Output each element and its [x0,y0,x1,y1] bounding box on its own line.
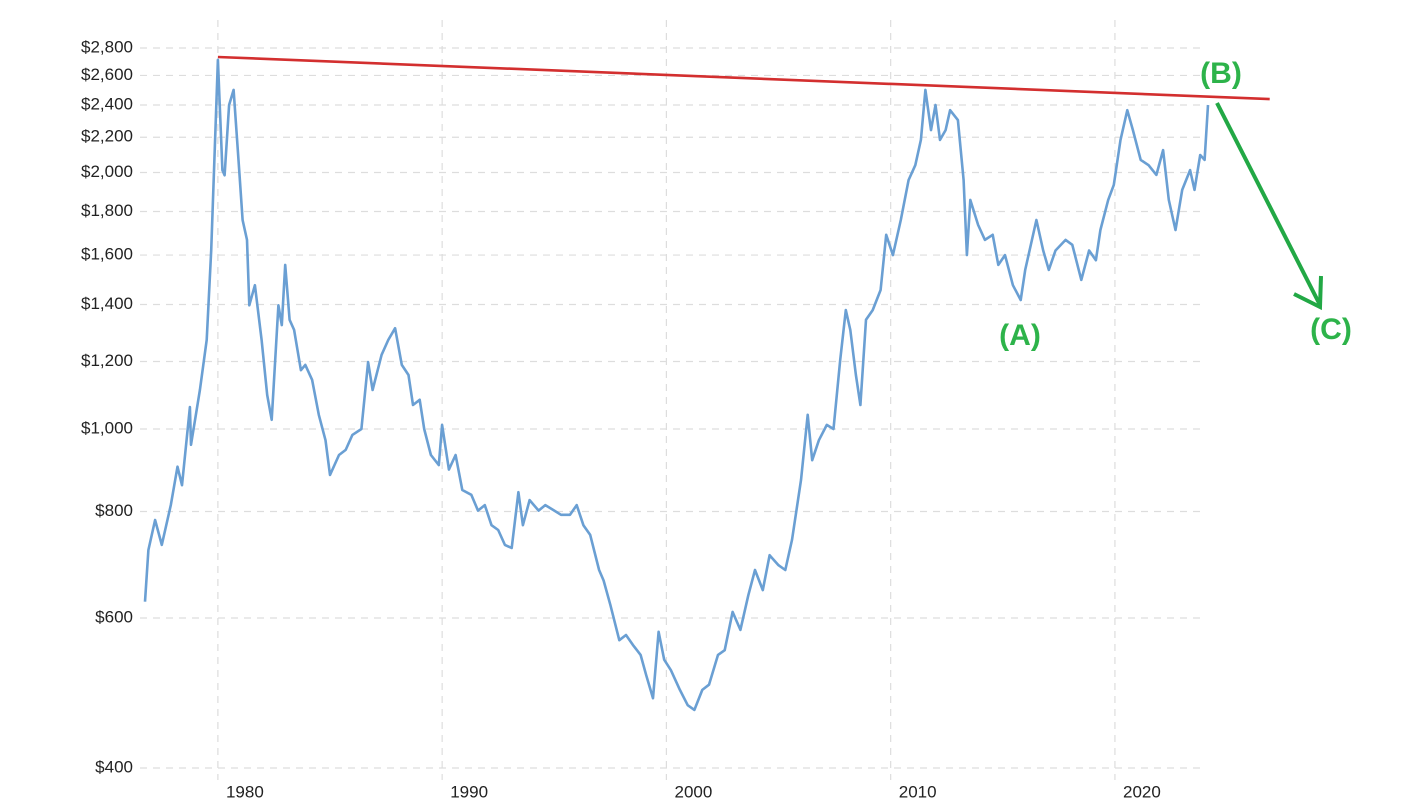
x-tick-label: 2010 [899,782,937,801]
x-tick-label: 1980 [226,782,264,801]
price-line [143,58,1210,712]
x-tick-label: 2020 [1123,782,1161,801]
y-tick-label: $2,600 [81,65,133,84]
x-tick-label: 2000 [674,782,712,801]
annotation: (C) [1310,313,1352,346]
arrow [1215,102,1323,311]
x-tick-label: 1990 [450,782,488,801]
y-tick-label: $1,600 [81,245,133,264]
y-tick-label: $1,200 [81,351,133,370]
y-tick-label: $800 [95,501,133,520]
y-tick-label: $400 [95,757,133,776]
annotation: (B) [1200,57,1242,90]
y-tick-label: $2,000 [81,162,133,181]
y-tick-label: $1,000 [81,418,133,437]
y-tick-label: $600 [95,607,133,626]
y-tick-label: $2,400 [81,95,133,114]
y-tick-label: $2,200 [81,127,133,146]
y-tick-label: $1,800 [81,201,133,220]
trend-line [217,55,1270,101]
y-tick-label: $1,400 [81,294,133,313]
annotation: (A) [999,319,1041,352]
y-tick-label: $2,800 [81,37,133,56]
